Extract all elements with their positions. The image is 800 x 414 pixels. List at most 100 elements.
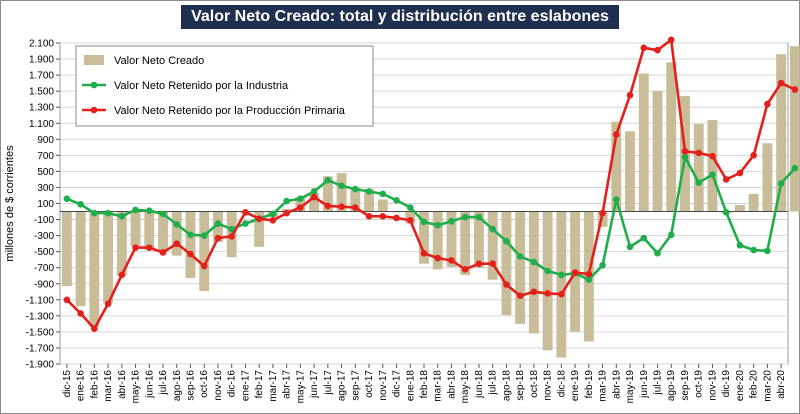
data-point bbox=[365, 188, 373, 195]
x-tick-label: jun-17 bbox=[309, 370, 320, 399]
data-point bbox=[297, 204, 304, 211]
data-point bbox=[709, 171, 716, 178]
x-tick-label: oct-19 bbox=[694, 370, 705, 398]
data-point bbox=[118, 271, 126, 279]
y-tick-label: 2.100 bbox=[29, 39, 54, 50]
bar bbox=[487, 211, 498, 280]
bar bbox=[528, 211, 539, 334]
data-point bbox=[777, 180, 785, 187]
y-tick-label: 1.300 bbox=[29, 103, 54, 114]
data-point bbox=[489, 225, 496, 233]
data-point bbox=[777, 79, 785, 87]
bar bbox=[322, 176, 333, 212]
data-point bbox=[63, 195, 71, 202]
data-point bbox=[599, 209, 606, 217]
data-point bbox=[544, 290, 551, 297]
data-point bbox=[722, 209, 730, 216]
data-point bbox=[242, 209, 249, 216]
x-tick-label: abr-17 bbox=[282, 370, 293, 399]
x-tick-label: may-16 bbox=[131, 370, 142, 404]
data-point bbox=[338, 182, 345, 190]
bar bbox=[597, 211, 608, 227]
data-point bbox=[599, 261, 606, 269]
data-point bbox=[269, 217, 277, 224]
x-tick-label: may-19 bbox=[625, 370, 636, 404]
x-tick-label: dic-15 bbox=[62, 370, 73, 398]
x-tick-label: mar-17 bbox=[268, 370, 279, 402]
bar bbox=[652, 91, 663, 212]
data-point bbox=[530, 288, 538, 296]
y-tick-label: -700 bbox=[34, 263, 54, 274]
data-point bbox=[173, 240, 181, 247]
data-point bbox=[406, 217, 414, 224]
data-point bbox=[132, 206, 139, 214]
bar bbox=[419, 211, 429, 264]
bar bbox=[309, 193, 320, 212]
x-tick-label: jun-16 bbox=[144, 370, 155, 399]
bar bbox=[432, 211, 443, 270]
data-point bbox=[228, 233, 235, 240]
data-point bbox=[750, 246, 757, 254]
x-tick-label: mar-19 bbox=[598, 370, 609, 402]
x-tick-label: feb-20 bbox=[749, 370, 760, 399]
data-point bbox=[571, 269, 579, 276]
data-point bbox=[104, 209, 112, 217]
data-point bbox=[585, 276, 593, 284]
y-tick-label: -300 bbox=[34, 231, 54, 242]
x-tick-label: jul-17 bbox=[323, 370, 334, 396]
x-tick-label: mar-20 bbox=[762, 370, 773, 402]
data-point bbox=[667, 231, 675, 239]
x-tick-label: sep-19 bbox=[680, 370, 691, 401]
data-point bbox=[91, 209, 98, 217]
x-tick-label: ago-18 bbox=[501, 370, 512, 402]
data-point bbox=[516, 253, 524, 260]
data-point bbox=[214, 220, 222, 227]
x-tick-label: oct-17 bbox=[364, 370, 375, 398]
x-tick-label: abr-18 bbox=[446, 370, 457, 399]
x-tick-label: may-18 bbox=[460, 370, 471, 404]
y-axis-ticks: 2.100 1.900 1.700 1.500 1.300 1.100 900 700 500 3… bbox=[26, 39, 60, 371]
bar bbox=[762, 143, 773, 212]
legend-marker bbox=[90, 106, 98, 114]
data-point bbox=[709, 152, 716, 160]
data-point bbox=[393, 214, 400, 222]
data-point bbox=[695, 179, 703, 186]
y-tick-label: 300 bbox=[37, 183, 54, 194]
data-point bbox=[667, 36, 675, 44]
data-point bbox=[461, 213, 469, 221]
bar bbox=[625, 131, 635, 212]
bar bbox=[130, 211, 141, 247]
bar bbox=[473, 211, 484, 268]
data-point bbox=[200, 232, 208, 239]
x-tick-label: jul-16 bbox=[158, 370, 169, 396]
x-tick-label: ago-19 bbox=[666, 370, 677, 402]
data-point bbox=[420, 218, 428, 226]
data-point bbox=[764, 247, 771, 255]
data-point bbox=[132, 244, 139, 251]
x-tick-label: feb-16 bbox=[89, 370, 100, 399]
x-tick-label: abr-16 bbox=[117, 370, 128, 399]
data-point bbox=[503, 237, 510, 245]
bar bbox=[185, 211, 196, 279]
data-point bbox=[420, 249, 428, 257]
y-tick-label: -1.700 bbox=[26, 343, 55, 354]
data-point bbox=[393, 196, 400, 204]
data-point bbox=[159, 249, 167, 256]
y-tick-label: -900 bbox=[34, 279, 54, 290]
y-tick-label: 500 bbox=[37, 167, 54, 178]
data-point bbox=[613, 131, 620, 138]
data-point bbox=[640, 44, 648, 52]
bar bbox=[89, 211, 100, 328]
bar bbox=[611, 121, 622, 212]
data-point bbox=[736, 241, 744, 249]
data-point bbox=[324, 176, 332, 184]
data-point bbox=[145, 207, 153, 215]
bar bbox=[116, 211, 127, 276]
bar bbox=[446, 211, 457, 267]
data-point bbox=[695, 149, 703, 157]
line-series bbox=[63, 36, 799, 332]
data-point bbox=[91, 325, 98, 332]
data-point bbox=[118, 213, 126, 220]
x-tick-label: ene-18 bbox=[405, 370, 416, 402]
x-tick-label: may-17 bbox=[295, 370, 306, 404]
